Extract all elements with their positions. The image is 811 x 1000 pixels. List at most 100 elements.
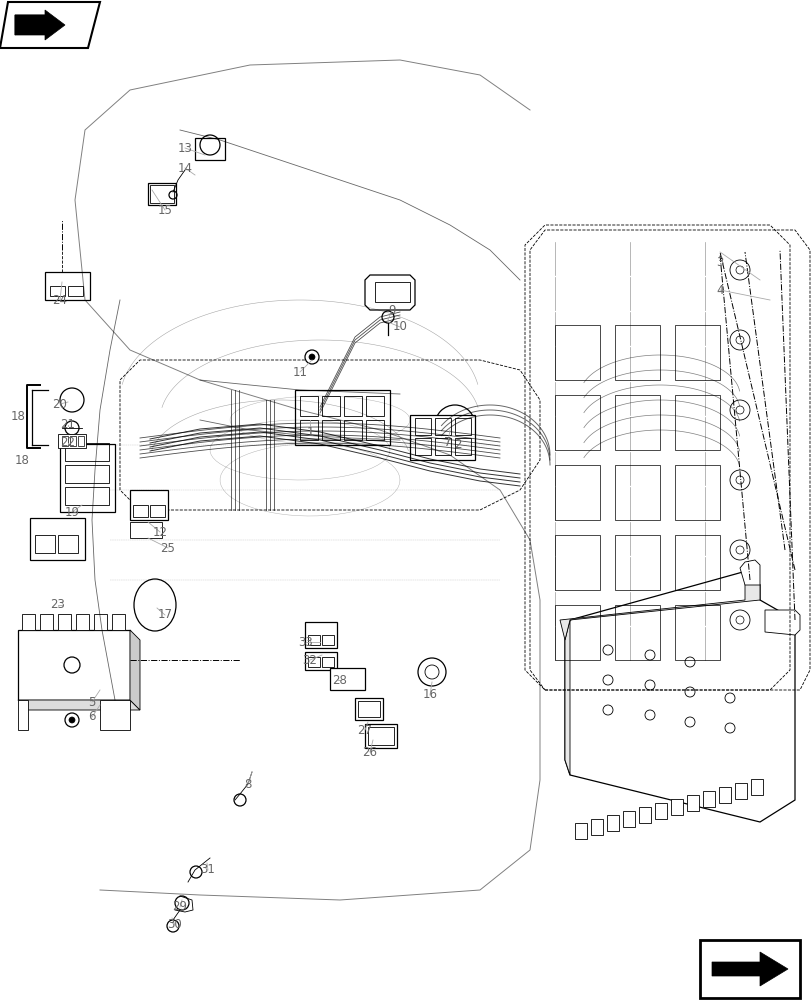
Bar <box>375 282 410 302</box>
Bar <box>554 535 599 590</box>
Polygon shape <box>94 614 107 630</box>
Circle shape <box>234 794 246 806</box>
Text: 13: 13 <box>178 142 192 155</box>
Bar <box>150 505 165 517</box>
Polygon shape <box>76 614 89 630</box>
Text: 17: 17 <box>157 608 172 621</box>
Polygon shape <box>564 620 569 775</box>
Circle shape <box>729 610 749 630</box>
Polygon shape <box>607 815 618 831</box>
Bar <box>322 420 340 440</box>
Bar <box>366 420 384 440</box>
Bar <box>614 395 659 450</box>
Bar <box>554 465 599 520</box>
Bar <box>674 605 719 660</box>
Text: 9: 9 <box>388 304 395 316</box>
Text: 14: 14 <box>178 162 192 175</box>
Text: 5: 5 <box>88 696 96 708</box>
Polygon shape <box>564 570 794 822</box>
Bar <box>35 535 55 553</box>
Bar <box>130 490 168 520</box>
Circle shape <box>175 896 189 910</box>
Bar <box>435 438 450 455</box>
Bar <box>554 605 599 660</box>
Polygon shape <box>686 795 698 811</box>
Bar <box>614 465 659 520</box>
Text: 25: 25 <box>161 542 175 554</box>
Bar <box>554 325 599 380</box>
Polygon shape <box>718 787 730 803</box>
Circle shape <box>729 540 749 560</box>
Bar <box>358 701 380 717</box>
Bar <box>410 415 474 460</box>
Bar <box>130 522 162 538</box>
Text: 18: 18 <box>15 454 29 466</box>
Text: 24: 24 <box>53 294 67 306</box>
Bar <box>294 390 389 445</box>
Polygon shape <box>654 803 666 819</box>
Circle shape <box>65 713 79 727</box>
Text: 26: 26 <box>362 745 377 758</box>
Bar <box>305 652 337 670</box>
Polygon shape <box>22 614 35 630</box>
Circle shape <box>190 866 202 878</box>
Bar <box>307 657 320 667</box>
Circle shape <box>309 354 315 360</box>
Circle shape <box>729 470 749 490</box>
Text: 4: 4 <box>715 284 723 296</box>
Bar <box>78 436 84 446</box>
Bar <box>454 438 470 455</box>
Text: 22: 22 <box>61 436 75 450</box>
Bar <box>674 325 719 380</box>
Bar <box>30 518 85 560</box>
Bar <box>322 657 333 667</box>
Polygon shape <box>18 700 28 730</box>
Text: 27: 27 <box>357 723 372 736</box>
Bar <box>365 724 397 748</box>
Text: 3: 3 <box>715 255 723 268</box>
Bar <box>614 605 659 660</box>
Text: 2: 2 <box>453 438 461 452</box>
Text: 33: 33 <box>298 636 313 648</box>
Polygon shape <box>670 799 682 815</box>
Bar <box>68 286 83 296</box>
Text: 28: 28 <box>333 674 347 686</box>
Bar <box>414 438 431 455</box>
Bar <box>322 635 333 645</box>
Circle shape <box>381 311 393 323</box>
Bar <box>366 396 384 416</box>
Polygon shape <box>590 819 603 835</box>
Bar <box>133 505 148 517</box>
Polygon shape <box>574 823 586 839</box>
Polygon shape <box>711 952 787 986</box>
Bar <box>299 396 318 416</box>
Text: 32: 32 <box>303 654 317 666</box>
Bar <box>62 436 68 446</box>
Bar <box>322 396 340 416</box>
Text: 1: 1 <box>306 426 313 440</box>
Text: 7: 7 <box>444 436 451 448</box>
Text: 12: 12 <box>152 526 167 538</box>
Text: 8: 8 <box>244 778 251 790</box>
Bar <box>60 444 115 512</box>
Text: 10: 10 <box>392 320 407 334</box>
Text: 23: 23 <box>50 598 66 611</box>
Circle shape <box>305 350 319 364</box>
Circle shape <box>60 388 84 412</box>
Bar <box>65 487 109 505</box>
Polygon shape <box>622 811 634 827</box>
Bar <box>435 418 450 435</box>
Bar <box>329 668 365 690</box>
Bar <box>614 535 659 590</box>
Bar <box>307 635 320 645</box>
Polygon shape <box>702 791 714 807</box>
Bar <box>344 396 362 416</box>
Polygon shape <box>130 630 139 710</box>
Bar <box>614 325 659 380</box>
Circle shape <box>418 658 445 686</box>
Bar <box>58 434 86 448</box>
Polygon shape <box>15 15 45 35</box>
Bar <box>45 272 90 300</box>
Polygon shape <box>112 614 125 630</box>
Polygon shape <box>58 614 71 630</box>
